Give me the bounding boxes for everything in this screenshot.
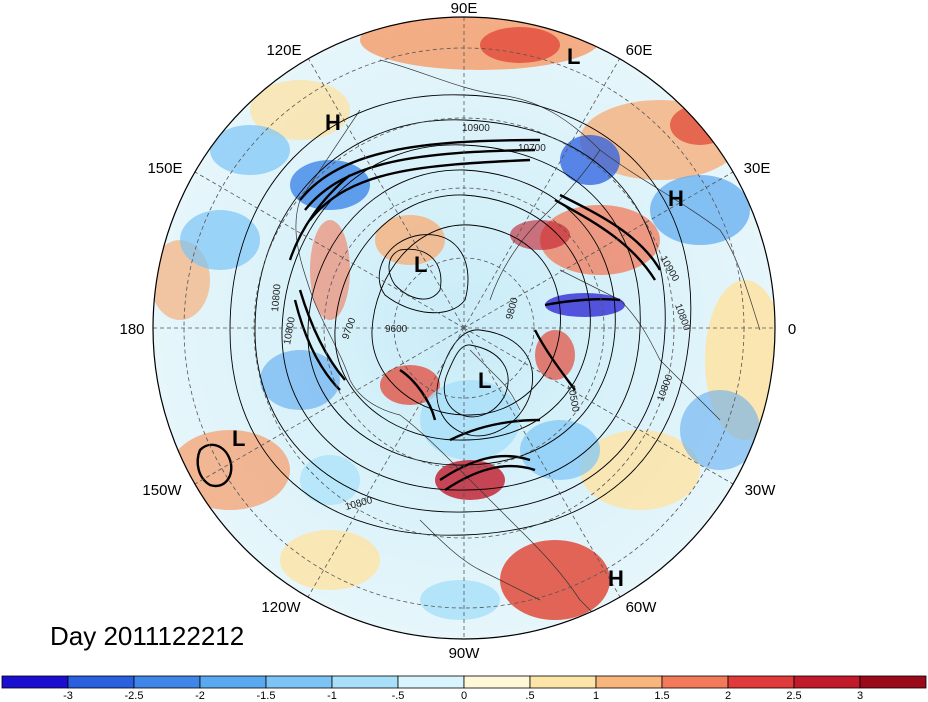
colorbar-swatch <box>727 675 795 689</box>
graticule <box>153 17 775 639</box>
colorbar-tick-label: 1.5 <box>654 690 669 702</box>
colorbar-swatch <box>661 675 729 689</box>
high-center: H <box>668 186 684 211</box>
colorbar-tick-label: -2.5 <box>125 690 144 702</box>
colorbar-tick-label: 1 <box>593 690 599 702</box>
lon-label-30e: 30E <box>744 160 771 177</box>
anomaly-field <box>153 17 775 639</box>
colorbar-swatch <box>67 675 135 689</box>
pressure-centers: L H H L L L H <box>232 44 684 591</box>
high-center: H <box>325 110 341 135</box>
contour-label: 10800 <box>282 316 298 346</box>
colorbar-swatch <box>133 675 201 689</box>
lon-label-120w: 120W <box>261 599 301 616</box>
colorbar-swatch <box>463 675 531 689</box>
colorbar-tick-label: 2.5 <box>786 690 801 702</box>
low-center: L <box>414 252 427 277</box>
lon-label-150w: 150W <box>142 482 182 499</box>
colorbar-swatch <box>859 675 927 689</box>
lon-label-30w: 30W <box>745 482 777 499</box>
colorbar-swatch <box>397 675 465 689</box>
contour-label: 10900 <box>462 123 490 134</box>
colorbar-tick-label: -3 <box>63 690 73 702</box>
contour-label: 10500 <box>565 384 581 414</box>
map-title: Day 2011122212 <box>50 621 244 651</box>
lon-label-90w: 90W <box>449 645 481 662</box>
colorbar-tick-label: -1 <box>327 690 337 702</box>
colorbar-tick-label: -2 <box>195 690 205 702</box>
colorbar-tick-label: 0 <box>461 690 467 702</box>
colorbar-tick-label: 3 <box>857 690 863 702</box>
lon-label-150e: 150E <box>147 160 182 177</box>
colorbar-tick-label: -.5 <box>392 690 405 702</box>
lon-label-0: 0 <box>788 321 796 338</box>
colorbar-swatch <box>793 675 861 689</box>
map-border <box>152 16 776 640</box>
longitude-labels: 90E 60E 30E 0 30W 60W 90W 120W 150W 180 … <box>119 0 796 662</box>
colorbar-swatch <box>199 675 267 689</box>
lon-label-90e: 90E <box>451 0 478 17</box>
colorbar-tick-label: -1.5 <box>257 690 276 702</box>
low-center: L <box>478 368 491 393</box>
colorbar-tick-label: .5 <box>525 690 534 702</box>
lon-label-60e: 60E <box>626 42 653 59</box>
low-center: L <box>567 44 580 69</box>
colorbar: -3 -2.5 -2 -1.5 -1 -.5 0 .5 1 1.5 2 2.5 3 <box>1 675 927 702</box>
colorbar-swatch <box>331 675 399 689</box>
colorbar-swatch <box>529 675 597 689</box>
contour-label: 10800 <box>270 283 283 312</box>
colorbar-tick-label: 2 <box>725 690 731 702</box>
colorbar-swatch <box>595 675 663 689</box>
jet-contours <box>196 138 662 491</box>
contour-label: 9600 <box>385 324 408 335</box>
lon-label-180: 180 <box>119 321 144 338</box>
high-center: H <box>608 566 624 591</box>
low-center: L <box>232 426 245 451</box>
contour-label: 10700 <box>518 143 546 154</box>
colorbar-swatch <box>265 675 333 689</box>
lon-label-60w: 60W <box>626 599 658 616</box>
colorbar-swatch <box>1 675 69 689</box>
lon-label-120e: 120E <box>266 42 301 59</box>
